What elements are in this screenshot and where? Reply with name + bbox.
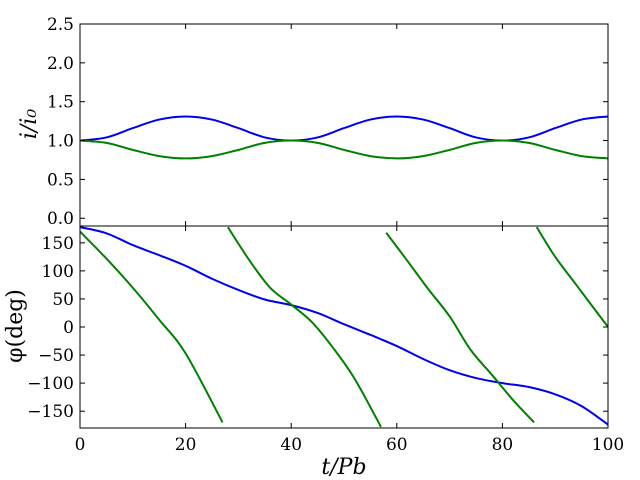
top-ytick-label: 2.0 [47, 54, 74, 74]
bottom-series-1-segment-0 [79, 230, 224, 423]
bottom-series-0-line [79, 226, 609, 426]
bottom-xtick-label: 0 [75, 435, 86, 455]
bottom-xtick-label: 60 [386, 435, 408, 455]
bottom-series-1-segment-2 [385, 232, 535, 424]
bottom-ytick-label: 150 [42, 234, 74, 254]
bottom-panel: −150 −100 −50 0 50 100 150 0 20 40 60 80 100 [27, 225, 624, 455]
top-ytick-label: 1.5 [47, 93, 74, 113]
bottom-series-1-segment-3 [535, 226, 609, 328]
bottom-ytick-label: 50 [52, 290, 74, 310]
bottom-frame [79, 225, 609, 429]
top-series-0-line [79, 115, 609, 142]
top-panel: 0.0 0.5 1.0 1.5 2.0 2.5 [47, 15, 609, 229]
x-axis-label: t/Pb [321, 455, 366, 480]
top-ytick-label: 1.0 [47, 132, 74, 152]
bottom-ytick-label: −100 [27, 374, 74, 394]
bottom-ytick-label: −150 [27, 402, 74, 422]
bottom-y-axis-label: φ(deg) [3, 289, 28, 363]
bottom-ytick-label: −50 [38, 346, 74, 366]
top-frame [79, 23, 609, 227]
bottom-ytick-label: 100 [42, 262, 74, 282]
bottom-xtick-label: 40 [280, 435, 302, 455]
bottom-xtick-label: 100 [592, 435, 624, 455]
bottom-ytick-label: 0 [63, 318, 74, 338]
top-ytick-label: 0.0 [47, 209, 74, 229]
top-y-axis-label: i/i₀ [17, 109, 42, 139]
bottom-xtick-label: 80 [492, 435, 514, 455]
top-ytick-label: 0.5 [47, 170, 74, 190]
top-ytick-label: 2.5 [47, 15, 74, 35]
top-series-1-line [79, 139, 609, 160]
bottom-xtick-label: 20 [175, 435, 197, 455]
bottom-series-1-segment-1 [227, 226, 382, 428]
